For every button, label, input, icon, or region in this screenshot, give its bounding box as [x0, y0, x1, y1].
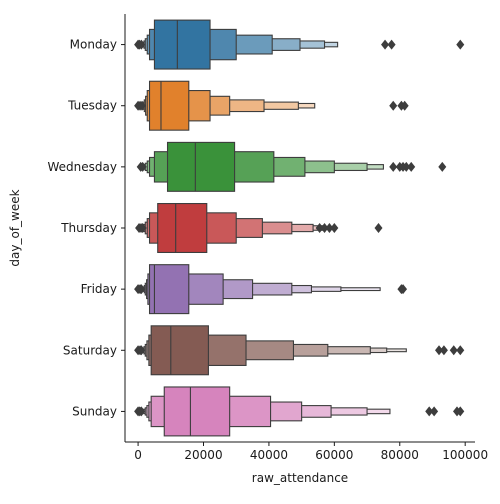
boxen-level-1 — [153, 19, 211, 70]
x-tick-label: 80000 — [381, 448, 419, 462]
y-tick-label: Wednesday — [48, 160, 117, 174]
outlier-point — [402, 161, 411, 172]
outlier-point — [137, 284, 146, 295]
outlier-point — [449, 345, 458, 356]
outlier-point — [138, 223, 147, 233]
outlier-point — [137, 406, 146, 417]
outlier-point — [456, 406, 465, 417]
outlier-point — [320, 223, 329, 233]
y-ticks: Monday Tuesday Wednesday Thursday Friday Satu… — [48, 38, 125, 418]
boxen-level-1 — [148, 80, 190, 131]
outlier-point — [137, 345, 146, 356]
outlier-point — [315, 223, 324, 233]
y-tick-label: Friday — [81, 282, 117, 296]
outlier-point — [138, 100, 147, 111]
outlier-point — [400, 100, 409, 111]
y-axis-label: day_of_week — [8, 189, 22, 266]
y-tick-label: Tuesday — [67, 99, 117, 113]
boxen-level-1 — [150, 325, 209, 376]
outlier-point — [325, 223, 334, 233]
boxen-level-1 — [166, 141, 236, 192]
outlier-point — [425, 406, 434, 417]
outlier-point — [456, 39, 465, 50]
outlier-point — [407, 161, 416, 172]
boxen-group-friday — [134, 264, 408, 315]
x-tick-label: 0 — [134, 448, 142, 462]
outlier-point — [438, 161, 447, 172]
outlier-point — [137, 39, 146, 50]
boxen-level-1 — [163, 386, 231, 437]
x-tick-label: 40000 — [250, 448, 288, 462]
y-tick-label: Thursday — [60, 221, 117, 235]
boxen-group-sunday — [134, 386, 465, 437]
outlier-point — [439, 345, 448, 356]
x-axis-label: raw_attendance — [252, 471, 348, 485]
boxen-level-1 — [157, 202, 208, 254]
y-tick-label: Monday — [70, 38, 117, 52]
y-tick-label: Sunday — [72, 404, 117, 418]
outlier-point — [456, 345, 465, 356]
boxen-group-thursday — [135, 202, 383, 254]
outlier-point — [374, 223, 383, 233]
boxen-level-1 — [148, 264, 190, 315]
x-tick-label: 100000 — [442, 448, 488, 462]
outlier-point — [138, 161, 147, 172]
outlier-point — [387, 39, 396, 50]
outlier-point — [389, 161, 398, 172]
x-tick-label: 60000 — [315, 448, 353, 462]
boxen-group-saturday — [134, 325, 465, 376]
outlier-point — [430, 406, 439, 417]
y-tick-label: Saturday — [63, 343, 117, 357]
outlier-point — [381, 39, 390, 50]
outlier-point — [330, 223, 339, 233]
outlier-point — [399, 284, 408, 295]
boxen-group-monday — [134, 19, 465, 70]
boxen-group-tuesday — [134, 80, 409, 131]
plot-area — [134, 19, 465, 437]
outlier-point — [389, 100, 398, 111]
x-tick-label: 20000 — [184, 448, 222, 462]
x-ticks: 0 20000 40000 60000 80000 100000 — [134, 442, 488, 462]
outlier-point — [435, 345, 444, 356]
boxen-group-wednesday — [136, 141, 447, 192]
